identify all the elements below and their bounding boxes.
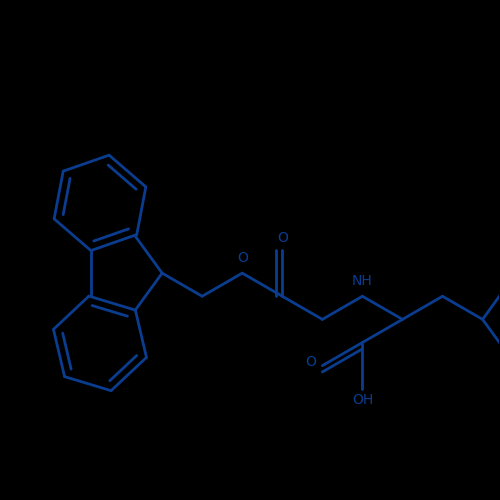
Text: O: O [237,251,248,265]
Text: O: O [277,232,287,245]
Text: O: O [306,355,316,369]
Text: NH: NH [352,274,373,288]
Text: OH: OH [352,394,373,407]
